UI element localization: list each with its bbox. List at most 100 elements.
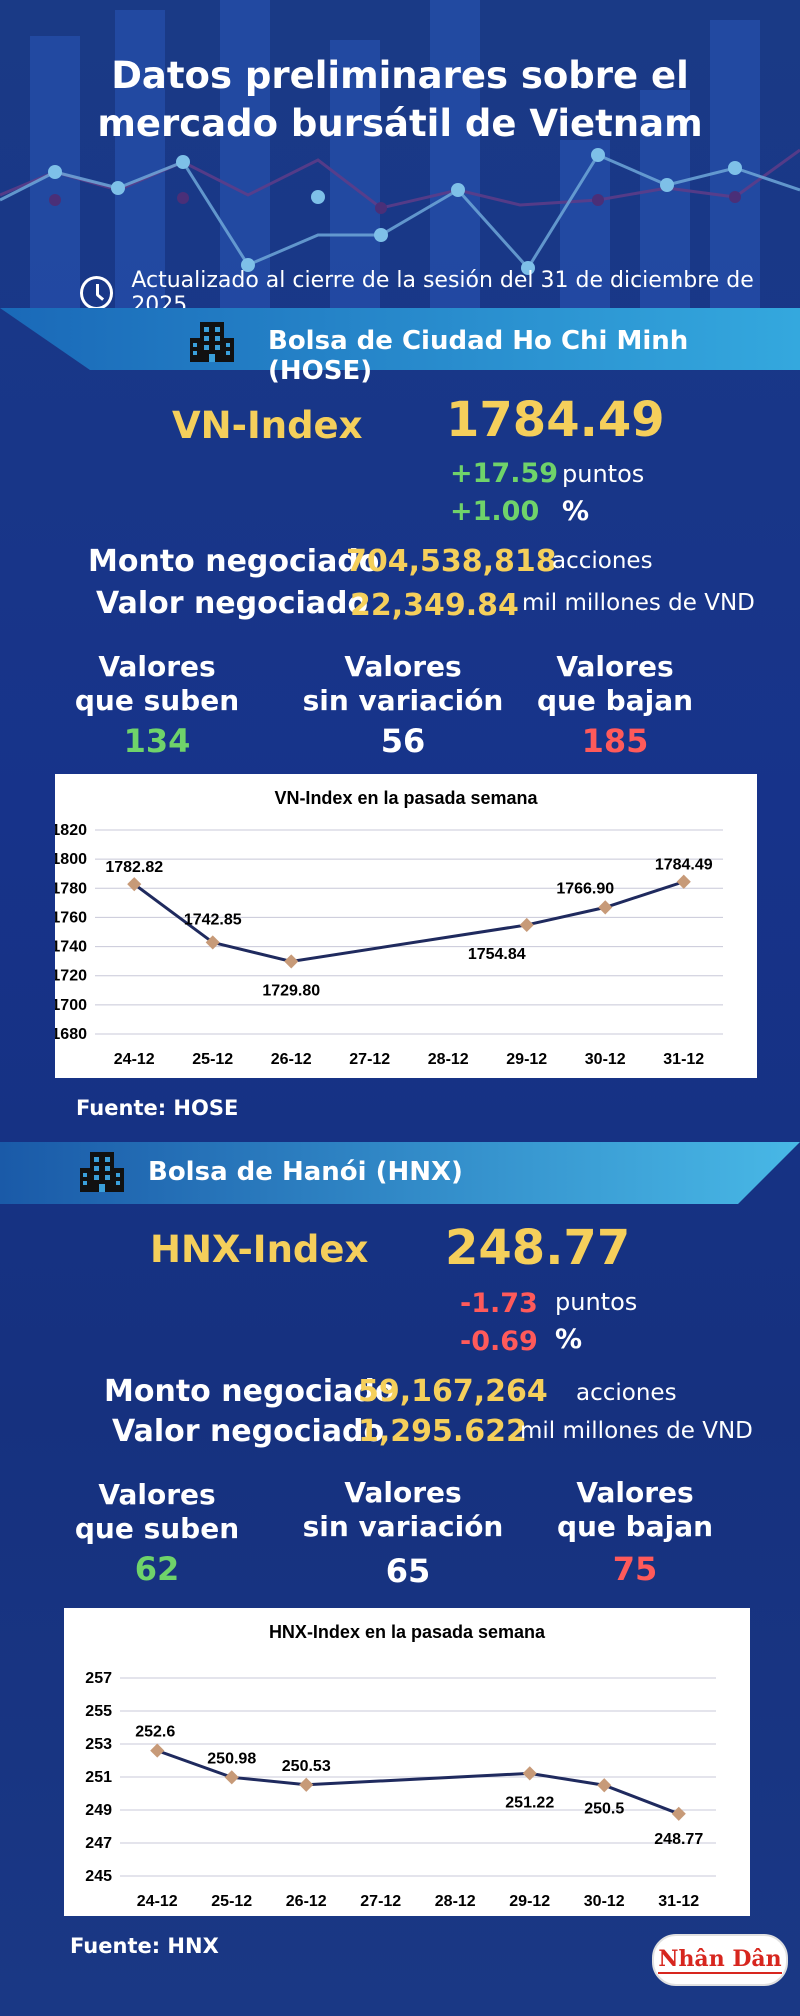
data-point [522,1766,537,1781]
x-tick-label: 26-12 [271,1051,312,1068]
hnx-decliners-label: Valores que bajan [505,1476,765,1544]
y-tick-label: 257 [85,1670,112,1687]
vn-decliners-label: Valores que bajan [485,650,745,718]
hnx-volume-unit: acciones [576,1380,677,1406]
hnx-index-chart: HNX-Index en la pasada semana 257 255 253 25… [64,1608,750,1916]
hnx-advancers-count: 62 [134,1550,180,1588]
vn-advancers-label-2: que suben [74,684,240,717]
vn-index-chart: VN-Index en la pasada semana 1820 1800 1780… [55,774,757,1078]
clock-icon [80,276,114,310]
vn-advancers-label: Valores que suben [27,650,287,718]
x-tick-label: 27-12 [349,1051,390,1068]
hnx-advancers-label: Valores que suben [27,1478,287,1546]
hnx-decliners-label-1: Valores [576,1476,694,1509]
data-point [676,874,691,889]
hnx-value-label: Valor negociado [112,1414,385,1449]
hnx-unchanged-count: 65 [385,1552,431,1590]
y-tick-label: 1680 [55,1026,87,1043]
hnx-volume-value: 59,167,264 [358,1374,548,1409]
series-line [133,880,685,963]
y-tick-label: 1740 [55,939,87,956]
x-tick-label: 27-12 [360,1893,401,1910]
vn-value-unit: mil millones de VND [522,590,755,616]
y-tick-label: 253 [85,1736,112,1753]
hnx-points-unit: puntos [555,1288,638,1316]
vn-unchanged-count: 56 [380,722,426,760]
y-tick-label: 1720 [55,968,87,985]
data-label: 1784.49 [655,857,713,874]
y-tick-label: 255 [85,1703,112,1720]
x-tick-label: 25-12 [211,1893,252,1910]
hnx-index-label: HNX-Index [150,1228,369,1271]
vn-decliners-label-2: que bajan [536,684,694,717]
x-tick-label: 29-12 [506,1051,547,1068]
hnx-index-value: 248.77 [445,1220,631,1276]
x-tick-label: 24-12 [137,1893,178,1910]
hose-source: Fuente: HOSE [76,1096,239,1120]
hnx-unchanged-label-1: Valores [344,1476,462,1509]
data-label: 250.5 [584,1800,624,1817]
vn-points-unit: puntos [562,460,645,488]
hnx-advancers-label-2: que suben [74,1512,240,1545]
vn-advancers-count: 134 [123,722,191,760]
chart-title: VN-Index en la pasada semana [274,788,538,808]
hnx-decliners-label-2: que bajan [556,1510,714,1543]
hnx-advancers-label-1: Valores [98,1478,216,1511]
nhan-dan-logo: Nhân Dân [652,1934,788,1986]
vn-unchanged-label-1: Valores [344,650,462,683]
logo-text: Nhân Dân [658,1946,782,1974]
y-tick-label: 245 [85,1868,112,1885]
x-tick-label: 24-12 [114,1051,155,1068]
y-tick-label: 1820 [55,822,87,839]
x-tick-label: 30-12 [585,1051,626,1068]
vn-advancers-label-1: Valores [98,650,216,683]
vn-value-label: Valor negociado [96,586,369,621]
data-label: 1754.84 [468,946,526,963]
vn-decliners-count: 185 [581,722,649,760]
title-line-1: Datos preliminares sobre el [111,54,689,97]
vn-decliners-label-1: Valores [556,650,674,683]
data-point [299,1777,314,1792]
x-tick-label: 25-12 [192,1051,233,1068]
vn-volume-unit: acciones [552,548,653,574]
y-tick-label: 251 [85,1769,112,1786]
vn-pct-change: +1.00 [450,496,540,527]
vn-volume-value: 704,538,818 [346,544,557,579]
hnx-pct-unit: % [555,1324,583,1355]
data-point [127,877,142,892]
vn-unchanged-label-2: sin variación [302,684,504,717]
series-line [156,1749,680,1816]
y-tick-label: 1760 [55,909,87,926]
data-point [224,1770,239,1785]
data-point [598,900,613,915]
vn-pct-unit: % [562,496,590,527]
data-point [597,1778,612,1793]
vn-index-value: 1784.49 [446,392,665,448]
data-label: 1742.85 [184,911,242,928]
y-tick-label: 249 [85,1802,112,1819]
hnx-banner-title: Bolsa de Hanói (HNX) [148,1157,463,1187]
data-label: 1766.90 [556,880,614,897]
hnx-points-change: -1.73 [460,1288,538,1319]
data-point [519,917,534,933]
hnx-value-value: 1,295.622 [358,1414,527,1449]
vn-index-label: VN-Index [172,404,363,447]
hnx-volume-label: Monto negociado [104,1374,396,1409]
x-tick-label: 31-12 [663,1051,704,1068]
data-point [205,935,220,950]
x-tick-label: 26-12 [286,1893,327,1910]
x-tick-label: 28-12 [435,1893,476,1910]
vn-points-change: +17.59 [450,458,559,489]
vn-unchanged-label: Valores sin variación [273,650,533,718]
data-label: 250.53 [282,1758,331,1775]
hnx-source: Fuente: HNX [70,1934,219,1958]
data-point [284,954,299,969]
x-tick-label: 28-12 [428,1051,469,1068]
data-label: 252.6 [135,1724,175,1741]
y-tick-label: 1700 [55,997,87,1014]
data-label: 1729.80 [262,982,320,999]
hnx-pct-change: -0.69 [460,1326,538,1357]
data-point [150,1743,165,1758]
data-label: 248.77 [654,1831,703,1848]
hose-banner-title: Bolsa de Ciudad Ho Chi Minh (HOSE) [268,326,689,386]
